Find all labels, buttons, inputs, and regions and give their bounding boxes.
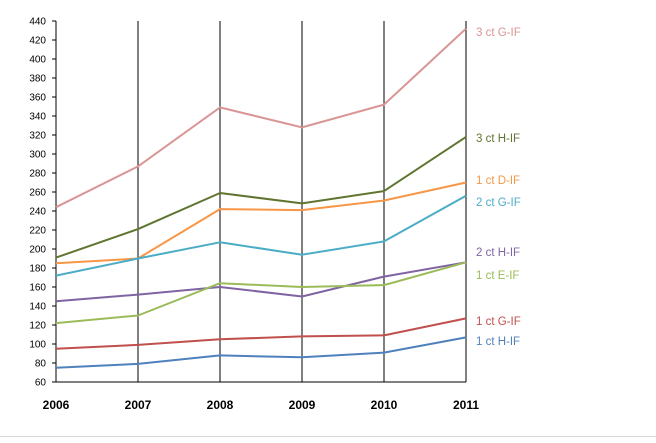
x-tick-label: 2009 [289,398,316,412]
y-tick-label: 380 [29,74,46,85]
series-label-1-ct-g-if: 1 ct G-IF [476,316,521,328]
y-tick-label: 420 [29,36,46,47]
y-tick-label: 140 [29,302,46,313]
y-tick-label: 320 [29,131,46,142]
x-axis-tick-labels: 2006 2007 2008 2009 2010 2011 [43,398,480,412]
series-line-2-ct-g-if [55,194,467,277]
series-lines [55,27,467,369]
y-tick-label: 120 [29,321,46,332]
series-line-3-ct-h-if [55,136,467,259]
x-tick-label: 2008 [207,398,234,412]
y-tick-label: 340 [29,112,46,123]
series-label-3-ct-h-if: 3 ct H-IF [476,133,520,145]
y-tick-label: 440 [29,17,46,28]
y-tick-label: 180 [29,264,46,275]
y-tick-label: 200 [29,245,46,256]
bottom-border [0,436,656,437]
y-tick-label: 60 [35,378,47,389]
series-labels: 3 ct G-IF 3 ct H-IF 1 ct D-IF 2 ct G-IF 2 ct… [476,27,521,348]
series-line-2-ct-h-if [55,261,467,303]
y-tick-label: 240 [29,207,46,218]
y-tick-label: 400 [29,55,46,66]
series-label-2-ct-g-if: 2 ct G-IF [476,197,521,209]
vertical-gridlines [137,21,467,382]
y-tick-label: 100 [29,340,46,351]
x-tick-label: 2006 [43,398,70,412]
series-label-2-ct-h-if: 2 ct H-IF [476,247,520,259]
x-tick-label: 2010 [371,398,398,412]
series-label-1-ct-h-if: 1 ct H-IF [476,336,520,348]
y-tick-label: 160 [29,283,46,294]
series-label-3-ct-g-if: 3 ct G-IF [476,27,521,39]
series-line-3-ct-g-if [55,27,467,209]
series-line-1-ct-e-if [55,261,467,325]
series-line-1-ct-g-if [55,317,467,350]
x-tick-label: 2007 [125,398,152,412]
series-line-1-ct-d-if [55,181,467,265]
y-tick-label: 80 [35,359,47,370]
y-tick-label: 260 [29,188,46,199]
x-tick-label: 2011 [453,398,479,412]
series-label-1-ct-d-if: 1 ct D-IF [476,175,520,187]
y-tick-label: 360 [29,93,46,104]
y-axis-tick-labels: 60 80 100 120 140 160 180 200 220 240 260 280 300 320… [29,17,56,389]
y-tick-label: 300 [29,150,46,161]
series-line-1-ct-h-if [55,336,467,369]
y-tick-label: 220 [29,226,46,237]
axes [55,21,466,383]
y-tick-label: 280 [29,169,46,180]
series-label-1-ct-e-if: 1 ct E-IF [476,270,519,282]
